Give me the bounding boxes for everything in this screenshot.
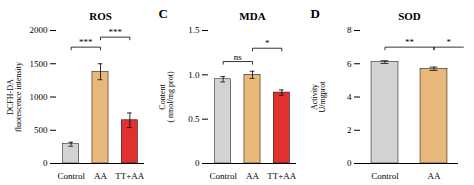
svg-text:TT+AA: TT+AA	[115, 171, 145, 181]
svg-text:ROS: ROS	[89, 10, 112, 22]
svg-text:Control: Control	[57, 171, 85, 181]
svg-text:500: 500	[34, 125, 48, 135]
svg-text:0.5: 0.5	[188, 114, 200, 124]
svg-text:ActivityU/mgprot: ActivityU/mgprot	[310, 81, 327, 113]
svg-text:MDA: MDA	[239, 10, 265, 22]
svg-text:0: 0	[43, 158, 48, 168]
svg-text:SOD: SOD	[398, 10, 421, 22]
svg-text:6: 6	[347, 59, 352, 69]
svg-text:1.0: 1.0	[188, 70, 200, 80]
svg-text:D: D	[311, 6, 320, 21]
svg-text:Content( nmol/mg prot): Content( nmol/mg prot)	[158, 71, 175, 122]
svg-text:DCFH-DAfluorescence intensity: DCFH-DAfluorescence intensity	[6, 62, 23, 132]
svg-text:8: 8	[347, 25, 352, 35]
svg-text:1.5: 1.5	[188, 25, 200, 35]
svg-text:***: ***	[108, 27, 122, 37]
svg-text:C: C	[159, 6, 168, 21]
svg-text:***: ***	[79, 37, 93, 47]
svg-text:0: 0	[347, 158, 352, 168]
svg-text:*: *	[265, 38, 270, 48]
svg-text:1000: 1000	[30, 92, 49, 102]
svg-text:AA: AA	[246, 171, 259, 181]
svg-text:2000: 2000	[30, 25, 49, 35]
svg-text:AA: AA	[94, 171, 107, 181]
svg-text:AA: AA	[428, 171, 441, 181]
svg-text:**: **	[405, 37, 415, 47]
svg-text:Control: Control	[209, 171, 237, 181]
svg-text:ns: ns	[234, 52, 243, 62]
svg-text:0: 0	[195, 158, 200, 168]
svg-text:Control: Control	[371, 171, 399, 181]
svg-text:2: 2	[347, 125, 352, 135]
svg-text:TT+AA: TT+AA	[267, 171, 297, 181]
svg-text:*: *	[446, 37, 451, 47]
svg-text:1500: 1500	[30, 59, 49, 69]
svg-text:4: 4	[347, 92, 352, 102]
